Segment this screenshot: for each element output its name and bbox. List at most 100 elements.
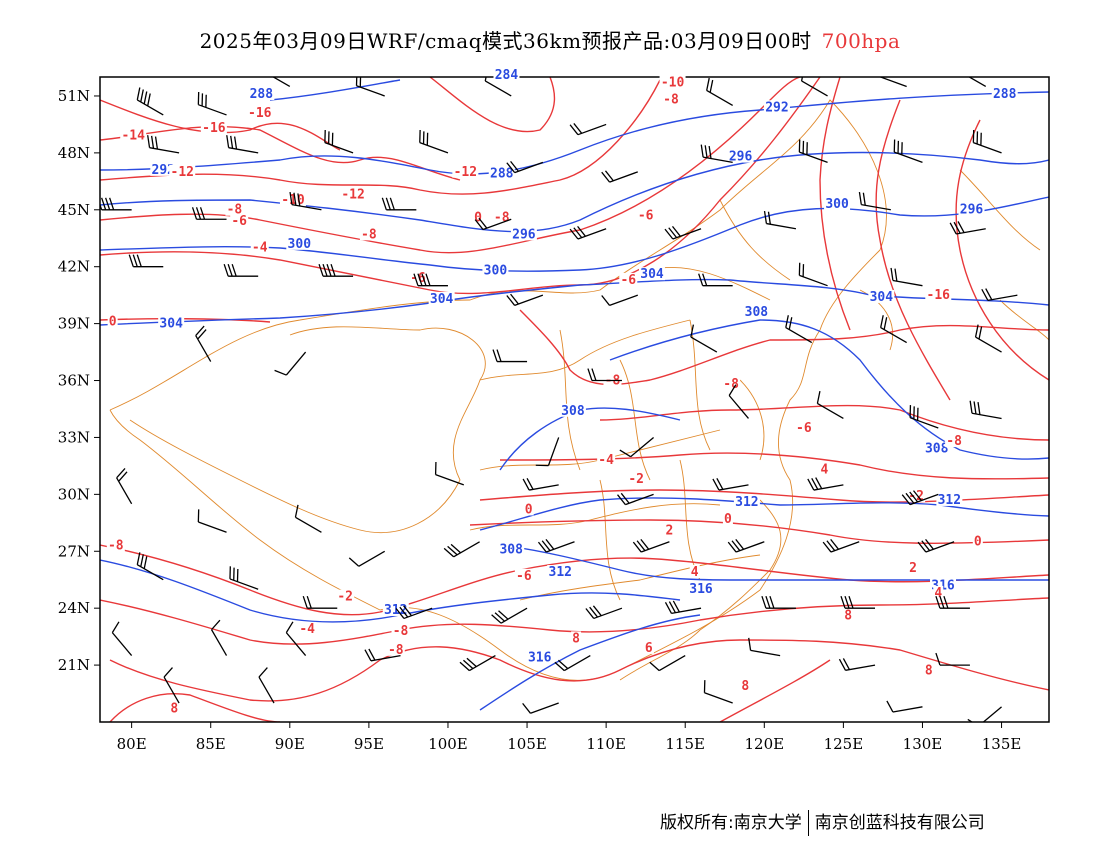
lat-tick-label: 48N [58,144,90,162]
wind-barb [522,702,559,714]
theta-label-bg [488,166,515,180]
isotherm-label: 0 [724,512,732,527]
footer-left: 版权所有:南京大学 [660,813,802,833]
isotherm-label-bg [107,314,118,328]
isotherm-label-bg [169,701,180,715]
theta-label: 288 [250,87,274,102]
theta-label-bg [428,291,455,305]
lat-tick-label: 30N [58,485,90,503]
isotherm-line [100,99,341,151]
isotherm-label: -6 [620,273,636,288]
wind-barb [226,135,259,154]
theta-label-bg [868,289,895,303]
isotherm-label-bg [643,640,654,654]
isotherm-label-bg [659,75,686,89]
theta-line [609,319,1049,460]
isotherm-label: 8 [572,631,580,646]
theta-label-bg [639,267,666,281]
china-boundary [109,99,887,681]
isotherm-label: -4 [299,622,315,637]
isotherm-label-bg [972,534,983,548]
lat-tick-label: 42N [58,258,90,276]
theta-line [269,79,401,101]
isotherm-label: -16 [248,106,272,121]
theta-label: 312 [938,493,961,508]
theta-label: 296 [960,203,984,218]
wind-barb [434,461,465,486]
isotherm-label: -8 [663,93,679,108]
wind-barb [949,221,986,235]
wind-barb [136,87,164,116]
theta-label-bg [510,227,537,241]
wind-barb [807,477,844,491]
isotherm-label-bg [340,187,367,201]
isotherm-label: -12 [171,165,194,180]
wind-barb [967,706,1002,722]
wind-barb [348,550,386,567]
wind-barb [981,288,1018,302]
wind-barb [935,652,970,666]
lon-tick-label: 135E [982,735,1022,753]
isotherm-label-bg [636,208,655,222]
theta-label-bg [498,542,525,556]
isotherm-label-bg [359,227,378,241]
wind-barb [703,680,733,704]
wind-barb [274,351,307,376]
wind-barb [917,538,955,553]
theta-label: 288 [490,167,514,182]
chart-title: 2025年03月09日WRF/cmaq模式36km预报产品:03月09日00时 7… [0,25,1100,54]
wind-barb [858,191,891,211]
theta-label-bg [248,86,275,100]
isotherm-label-bg [689,565,700,579]
wind-barb [136,552,164,581]
lat-tick-label: 51N [58,87,90,105]
isotherm-label: 0 [974,535,982,550]
wind-barb [878,77,907,88]
lat-tick-label: 39N [58,315,90,333]
wind-barb [974,324,1002,353]
isotherm-labels: -10-8-16-14-16-12 -12-10 -12-8-6 -80 -6-8-4-… [106,75,983,717]
isotherm-label-bg [597,453,616,467]
wind-barb [294,504,322,533]
wind-barb [474,217,512,231]
theta-label: 304 [159,317,183,332]
isotherm-label-bg [225,202,244,216]
isotherm-label-bg [514,568,533,582]
tibet-boundary [129,326,486,533]
theta-label-bg [547,565,574,579]
isotherm-label-bg [794,420,813,434]
isotherm-label-bg [120,128,147,142]
wind-barb [554,655,591,672]
isotherm-label-bg [722,511,733,525]
isotherm-label: -8 [946,434,962,449]
wind-barb [664,600,702,615]
isotherm-line [100,317,271,323]
theta-label-bg [733,494,760,508]
theta-label: 292 [152,163,175,178]
wind-barb [601,170,638,183]
wind-barb [880,315,907,344]
isotherm-label-bg [391,623,410,637]
wind-barb [223,263,259,277]
theta-label-bg [824,197,851,210]
lon-tick-label: 100E [428,735,468,753]
theta-label: 312 [384,603,407,618]
isotherm-line [599,404,1049,441]
wind-barb [601,294,638,307]
isotherm-label: -6 [796,421,812,436]
wind-barb [272,77,291,88]
wind-barb [969,400,1002,420]
theta-label-bg [936,492,963,506]
copyright-footer: 版权所有:南京大学 南京创蓝科技有限公司 [660,808,985,836]
isotherm-label-bg [106,538,125,552]
isotherm-label: -4 [598,453,614,468]
wind-barb [318,263,354,277]
theta-label: 316 [528,650,552,665]
theta-label: 300 [484,263,508,278]
wind-barb [491,607,528,624]
isotherm-label: -4 [252,241,268,256]
wind-barb [890,267,923,287]
isotherm-label: -8 [393,624,409,639]
isotherm-label: 2 [909,561,917,576]
wind-barb [537,538,575,553]
